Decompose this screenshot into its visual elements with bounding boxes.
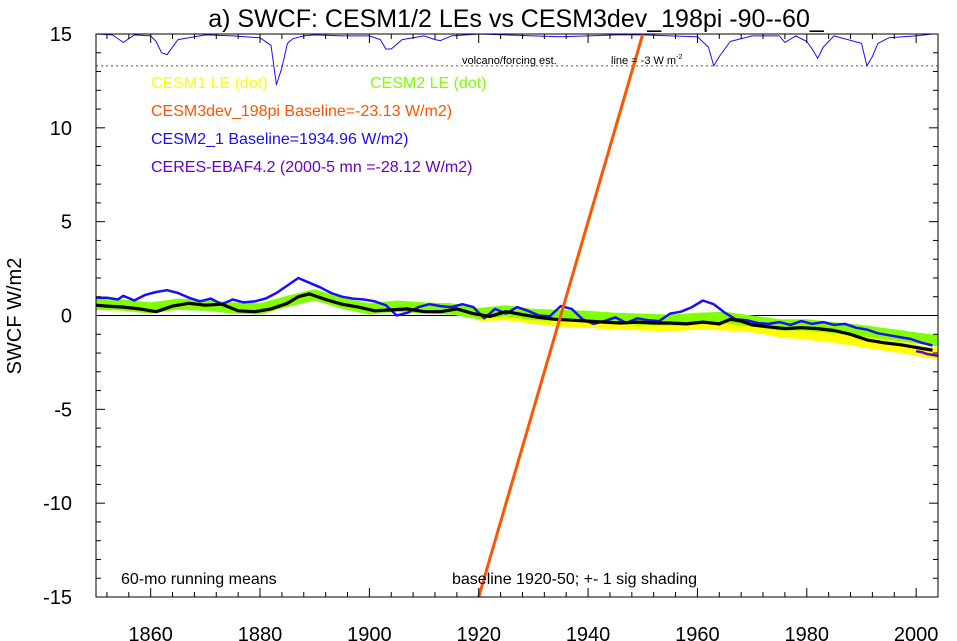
x-tick-label: 1900	[347, 624, 392, 641]
y-tick-label: -5	[54, 399, 72, 421]
y-tick-label: -15	[43, 587, 72, 609]
annotations: CESM1 LE (dot) CESM2 LE (dot) CESM3dev_1…	[121, 54, 697, 588]
x-tick-label: 1940	[566, 624, 611, 641]
y-tick-label: -10	[43, 493, 72, 515]
line-scale-text: line = -3 W m	[611, 55, 676, 67]
x-tick-label: 1880	[238, 624, 283, 641]
series-cesm2-1-line	[96, 276, 933, 347]
x-tick-label: 1860	[128, 624, 173, 641]
y-tick-label: 10	[50, 118, 72, 140]
plot-area	[96, 34, 938, 597]
legend-entry-cesm2-le: CESM2 LE (dot)	[370, 75, 486, 92]
volcano-forcing-label: volcano/forcing est.	[462, 55, 557, 67]
y-tick-label: 5	[61, 212, 72, 234]
chart-title: a) SWCF: CESM1/2 LEs vs CESM3dev_198pi -…	[208, 5, 825, 33]
series-cesm3dev-198pi-line	[477, 34, 645, 597]
legend-entry-ceres-ebaf: CERES-EBAF4.2 (2000-5 mn =-28.12 W/m2)	[151, 159, 472, 176]
y-tick-label: 0	[61, 306, 72, 328]
x-tick-label: 2000	[894, 624, 939, 641]
x-tick-label: 1980	[785, 624, 830, 641]
axes: 1860 1880 1900 1920 1940 1960 1980 2000 -15 -10 -5…	[43, 24, 939, 641]
y-tick-label: 15	[50, 24, 72, 46]
series-cesm2-le-shading	[96, 289, 938, 347]
legend-entry-cesm3dev: CESM3dev_198pi Baseline=-23.13 W/m2)	[151, 103, 452, 120]
x-tick-label: 1920	[456, 624, 501, 641]
series-ceres-ebaf4-2-line	[915, 349, 938, 358]
x-tick-label: 1960	[675, 624, 720, 641]
legend-entry-cesm2-1: CESM2_1 Baseline=1934.96 W/m2)	[151, 131, 408, 148]
series-volcanic-forcing-estimate-line	[96, 34, 933, 86]
running-means-label: 60-mo running means	[121, 571, 277, 588]
baseline-note: baseline 1920-50; +- 1 sig shading	[452, 571, 697, 588]
line-scale-sup: -2	[676, 54, 682, 61]
line-scale-label: line = -3 W m-2	[611, 54, 682, 67]
y-axis-label: SWCF W/m2	[4, 258, 26, 375]
series-ensemble-mean-line	[96, 292, 933, 352]
legend-entry-cesm1-le: CESM1 LE (dot)	[151, 75, 267, 92]
